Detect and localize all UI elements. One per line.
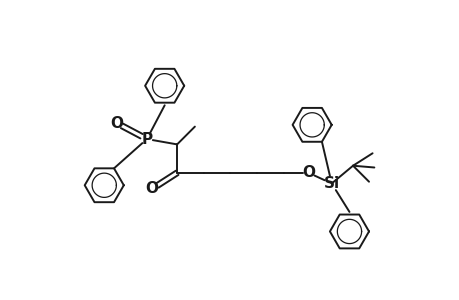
Text: O: O [146,181,158,196]
Text: Si: Si [323,176,339,191]
Text: O: O [110,116,123,130]
Text: P: P [141,132,152,147]
Text: O: O [302,165,314,180]
